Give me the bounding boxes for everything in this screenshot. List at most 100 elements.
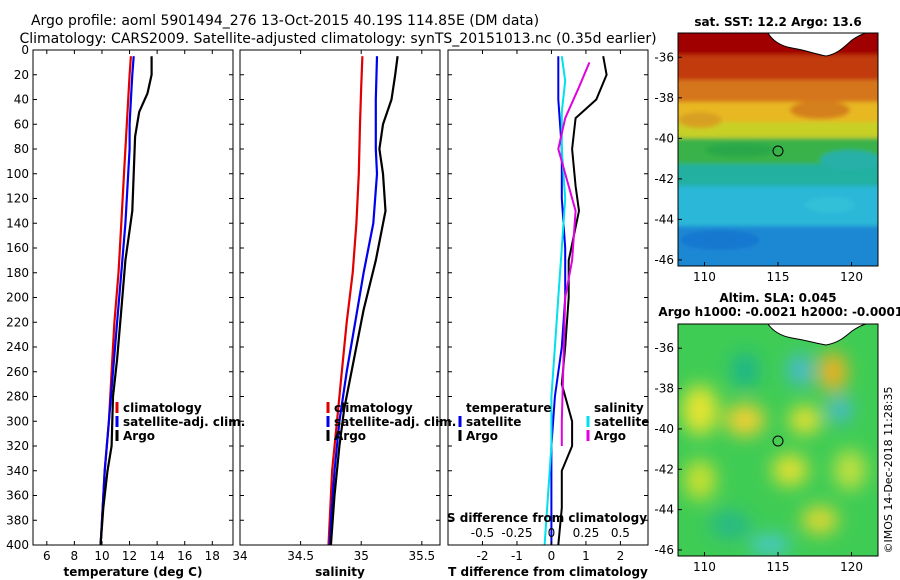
- series-line-salinity-0: [327, 56, 364, 546]
- plot-frame-salinity: [239, 49, 441, 546]
- y-tick-label: 180: [6, 266, 29, 280]
- y-tick-label: 100: [6, 167, 29, 181]
- x-tick-label: 14: [149, 549, 164, 563]
- map-x-tick-label: 120: [840, 560, 863, 574]
- map-y-tick-label: -36: [654, 50, 674, 64]
- sla-map-title: Altim. SLA: 0.045: [719, 291, 836, 305]
- map-y-tick-label: -44: [654, 212, 674, 226]
- legend-label: Argo: [594, 429, 626, 443]
- x-axis-label-salinity: salinity: [315, 565, 365, 579]
- x-tick-label: 12: [122, 549, 137, 563]
- y-tick-label: 380: [6, 513, 29, 527]
- sst-map-title: sat. SST: 12.2 Argo: 13.6: [694, 15, 861, 29]
- imos-timestamp-label: ©IMOS 14-Dec-2018 11:28:35: [882, 387, 895, 554]
- y-tick-label: 400: [6, 538, 29, 552]
- series-line-difference-3: [557, 62, 591, 446]
- y-tick-label: 340: [6, 464, 29, 478]
- x-tick-label: 34.5: [287, 549, 314, 563]
- sla-heatmap: [678, 324, 878, 556]
- sla-map-axes: 110 115 120 -36 -38 -40 -42 -44 -46: [654, 341, 863, 574]
- x-tick-label: 35: [354, 549, 369, 563]
- map-y-tick-label: -46: [654, 253, 674, 267]
- map-x-tick-label: 115: [767, 560, 790, 574]
- y-tick-label: 220: [6, 315, 29, 329]
- secondary-tick-label: 0.25: [573, 526, 600, 540]
- map-y-tick-label: -46: [654, 543, 674, 557]
- legend-label: satellite-adj. clim.: [123, 415, 245, 429]
- y-tick-label: 360: [6, 489, 29, 503]
- series-line-temperature-1: [99, 56, 135, 546]
- x-tick-label: 16: [177, 549, 192, 563]
- legend-title: temperature: [466, 401, 551, 415]
- y-tick-label: 120: [6, 192, 29, 206]
- x-tick-label: -1: [511, 549, 523, 563]
- y-tick-label: 320: [6, 439, 29, 453]
- map-y-tick-label: -44: [654, 503, 674, 517]
- map-y-tick-label: -38: [654, 91, 674, 105]
- y-tick-label: 160: [6, 241, 29, 255]
- y-tick-label: 200: [6, 291, 29, 305]
- legend-label: satellite: [594, 415, 649, 429]
- legend-label: climatology: [334, 401, 413, 415]
- series-line-temperature-2: [99, 56, 153, 546]
- sst-heatmap: [678, 33, 878, 266]
- y-tick-label: 240: [6, 340, 29, 354]
- series-line-salinity-1: [328, 56, 379, 546]
- x-tick-label: -2: [476, 549, 488, 563]
- x-tick-label: 1: [582, 549, 590, 563]
- temperature-profile-panel: 0 20 40 60 80 100 120 140 160 180 200 220 240 260 280 3…: [6, 43, 245, 579]
- x-tick-label: 6: [43, 549, 51, 563]
- figure-title-line2: Climatology: CARS2009. Satellite-adjuste…: [19, 31, 656, 47]
- figure-title-line1: Argo profile: aoml 5901494_276 13-Oct-20…: [31, 13, 539, 29]
- salinity-profile-panel: 34 34.5 35 35.5 salinity climatologysatellite…: [232, 49, 456, 579]
- secondary-tick-label: 0.5: [611, 526, 630, 540]
- legend-label: Argo: [334, 429, 366, 443]
- x-axis-label-temperature: temperature (deg C): [64, 565, 203, 579]
- x-tick-label: 2: [617, 549, 625, 563]
- y-tick-label: 60: [14, 117, 29, 131]
- map-y-tick-label: -36: [654, 341, 674, 355]
- x-tick-label: 10: [94, 549, 109, 563]
- map-x-tick-label: 115: [767, 270, 790, 284]
- x-tick-label: 35.5: [408, 549, 435, 563]
- legend-label: Argo: [123, 429, 155, 443]
- legend-label: satellite: [466, 415, 521, 429]
- map-y-tick-label: -42: [654, 462, 674, 476]
- x-tick-label: 0: [548, 549, 556, 563]
- map-y-tick-label: -42: [654, 172, 674, 186]
- legend-label: satellite-adj. clim.: [334, 415, 456, 429]
- legend-label: climatology: [123, 401, 202, 415]
- x-tick-label: 18: [205, 549, 220, 563]
- difference-profile-panel: -2 -1 0 1 2 T difference from climatology temp…: [447, 49, 649, 579]
- secondary-tick-label: 0: [548, 526, 556, 540]
- map-x-tick-label: 110: [693, 560, 716, 574]
- series-line-difference-2: [543, 56, 567, 546]
- y-tick-label: 0: [21, 43, 29, 57]
- x-axis-label-top-difference: S difference from climatology: [447, 511, 647, 525]
- y-tick-label: 20: [14, 68, 29, 82]
- y-tick-label: 40: [14, 93, 29, 107]
- y-tick-label: 300: [6, 414, 29, 428]
- map-y-tick-label: -40: [654, 131, 674, 145]
- secondary-tick-label: -0.5: [471, 526, 494, 540]
- sst-map-axes: 110 115 120 -36 -38 -40 -42 -44 -46: [654, 50, 863, 284]
- legend-title: salinity: [594, 401, 644, 415]
- series-line-salinity-2: [329, 56, 399, 546]
- x-axis-label-difference: T difference from climatology: [448, 565, 648, 579]
- map-y-tick-label: -38: [654, 382, 674, 396]
- x-tick-label: 8: [71, 549, 79, 563]
- y-tick-label: 260: [6, 365, 29, 379]
- map-x-tick-label: 110: [693, 270, 716, 284]
- sst-argo-marker: [772, 145, 784, 157]
- map-x-tick-label: 120: [840, 270, 863, 284]
- sla-map-subtitle: Argo h1000: -0.0021 h2000: -0.00016: [658, 305, 900, 319]
- legend-label: Argo: [466, 429, 498, 443]
- x-tick-label: 34: [232, 549, 247, 563]
- secondary-tick-label: -0.25: [501, 526, 532, 540]
- plot-frame-temperature: [32, 49, 234, 546]
- y-tick-label: 280: [6, 390, 29, 404]
- y-tick-label: 140: [6, 216, 29, 230]
- map-y-tick-label: -40: [654, 422, 674, 436]
- plot-frame-difference: [447, 49, 649, 546]
